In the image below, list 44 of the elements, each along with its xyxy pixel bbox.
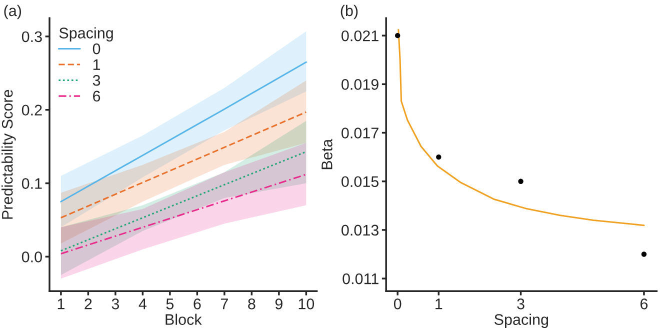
y-axis-title: Beta xyxy=(322,138,332,170)
x-tick-label: 10 xyxy=(298,298,314,310)
legend-label: 6 xyxy=(93,90,100,102)
line-series xyxy=(60,61,307,202)
x-tick-label: 8 xyxy=(248,298,256,310)
y-axis-title: Predictability Score xyxy=(2,90,16,219)
x-tick-label: 2 xyxy=(84,298,92,310)
x-axis-title: Spacing xyxy=(494,314,548,328)
point xyxy=(436,154,442,160)
y-tick-label: 0.019 xyxy=(342,79,378,90)
y-tick-label: 0.2 xyxy=(22,104,42,116)
y-tick-label: 0.3 xyxy=(22,31,42,42)
x-axis-title: Block xyxy=(166,314,202,325)
legend-label: 0 xyxy=(92,43,100,54)
legend-label: 1 xyxy=(93,59,100,70)
line-series xyxy=(60,111,307,219)
x-tick-label: 6 xyxy=(640,298,648,310)
x-tick-label: 6 xyxy=(194,298,201,310)
x-tick-label: 9 xyxy=(275,298,282,310)
x-tick-label: 7 xyxy=(220,298,228,310)
legend-label: 3 xyxy=(92,74,100,86)
point xyxy=(395,32,400,38)
y-tick-label: 0.013 xyxy=(342,224,378,236)
x-tick-label: 5 xyxy=(166,298,174,310)
x-tick-label: 4 xyxy=(138,298,146,310)
line-series xyxy=(398,28,645,226)
y-tick-label: 0.1 xyxy=(22,178,42,189)
line-series xyxy=(60,174,307,254)
x-tick-label: 0 xyxy=(394,298,402,310)
x-tick-label: 3 xyxy=(517,298,524,310)
text: (b) xyxy=(340,4,358,20)
point xyxy=(641,252,647,257)
y-tick-label: 0.0 xyxy=(22,252,42,262)
y-tick-label: 0.011 xyxy=(342,273,378,284)
y-tick-label: 0.017 xyxy=(342,128,378,138)
line-series xyxy=(60,150,307,252)
x-tick-label: 3 xyxy=(112,298,120,310)
point xyxy=(518,178,524,184)
x-tick-label: 1 xyxy=(58,298,64,310)
x-tick-label: 1 xyxy=(436,298,442,310)
text: (a) xyxy=(4,4,22,20)
legend-title: Spacing xyxy=(59,27,113,42)
y-tick-label: 0.015 xyxy=(342,176,379,188)
y-tick-label: 0.021 xyxy=(342,30,378,42)
